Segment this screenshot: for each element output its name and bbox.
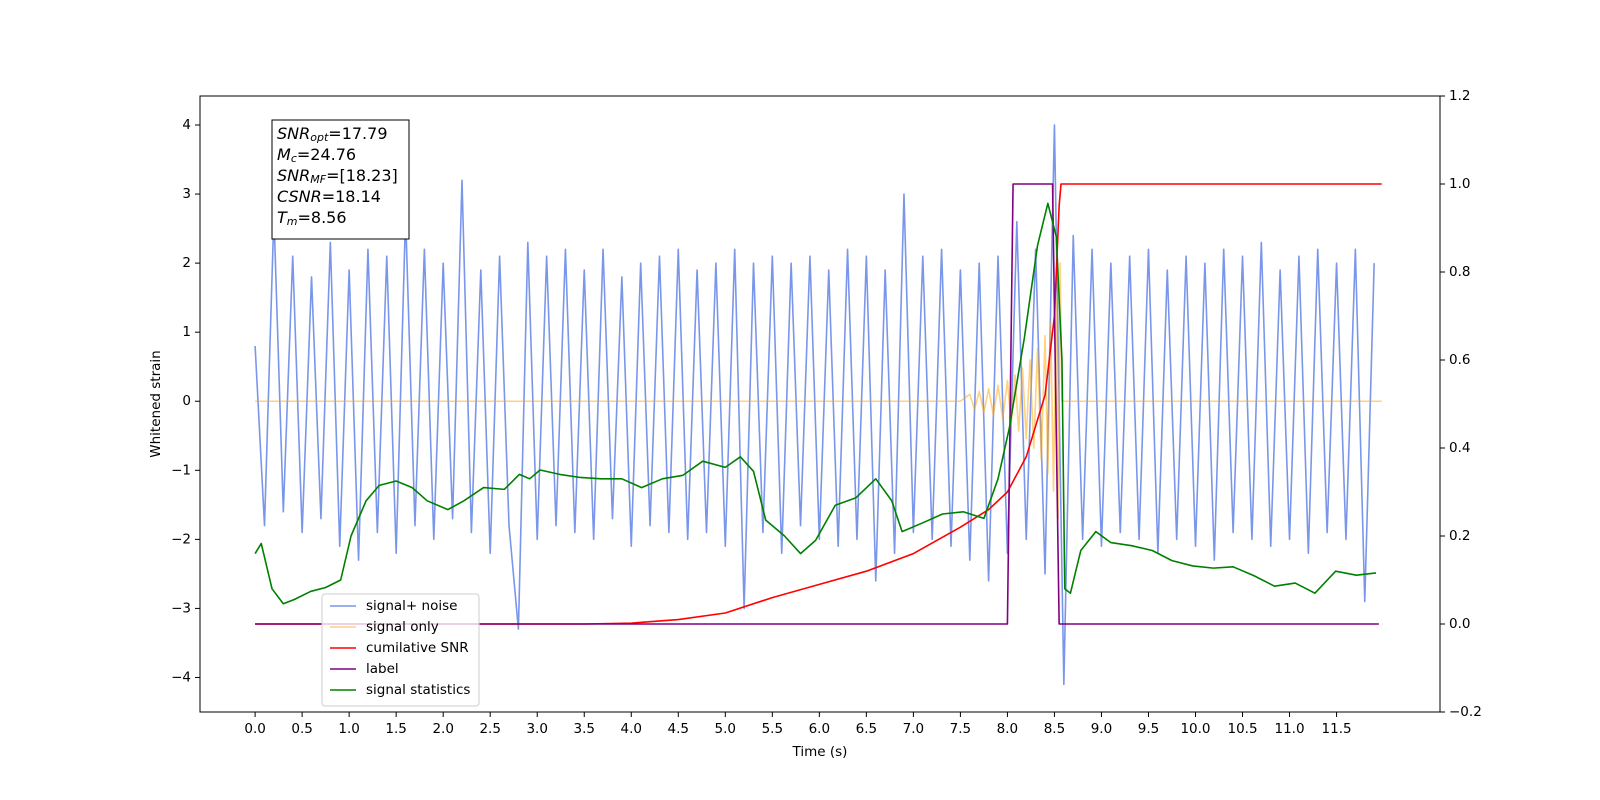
- x-tick-label: 0.5: [291, 721, 312, 737]
- x-tick-label: 9.5: [1138, 721, 1159, 737]
- x-tick-label: 10.0: [1180, 721, 1210, 737]
- legend-label: signal only: [366, 619, 439, 635]
- plot-frame: [199, 95, 1441, 713]
- annotation-subscript: c: [291, 152, 297, 165]
- y2-tick-label: 0.4: [1449, 440, 1470, 456]
- x-tick-label: 6.5: [856, 721, 877, 737]
- annotation-symbol: CSNR: [277, 187, 322, 206]
- y-tick-label: −3: [171, 600, 191, 616]
- series-line: [254, 124, 1375, 686]
- x-tick-label: 1.0: [338, 721, 359, 737]
- y2-tick-label: 0.6: [1449, 352, 1470, 368]
- legend-label: signal statistics: [366, 682, 470, 698]
- annotation-subscript: m: [287, 215, 298, 228]
- x-tick-label: 1.5: [385, 721, 406, 737]
- x-tick-label: 9.0: [1091, 721, 1112, 737]
- x-tick-label: 5.0: [715, 721, 736, 737]
- y-tick-label: 2: [182, 255, 191, 271]
- series-line: [255, 262, 1382, 520]
- y2-tick-label: 0.2: [1449, 528, 1470, 544]
- x-tick-label: 2.5: [479, 721, 500, 737]
- annotation-value: =8.56: [298, 208, 347, 227]
- series-line: [255, 183, 1382, 625]
- y-tick-label: 4: [182, 117, 191, 133]
- y2-tick-label: −0.2: [1449, 704, 1482, 720]
- legend-label: cumilative SNR: [366, 640, 469, 656]
- y-tick-label: 0: [182, 393, 191, 409]
- legend-label: signal+ noise: [366, 598, 457, 614]
- annotation-value: =24.76: [297, 145, 356, 164]
- annotation-subscript: opt: [310, 131, 329, 144]
- x-tick-label: 8.0: [997, 721, 1018, 737]
- x-tick-label: 7.0: [903, 721, 924, 737]
- y2-tick-label: 1.0: [1449, 176, 1470, 192]
- annotation-symbol: M: [277, 145, 291, 164]
- legend-label: label: [366, 661, 399, 677]
- x-tick-label: 6.0: [809, 721, 830, 737]
- y-tick-label: 1: [182, 324, 191, 340]
- y2-tick-label: 1.2: [1449, 88, 1470, 104]
- annotation-line: Tm=8.56: [277, 208, 347, 229]
- x-tick-label: 4.0: [621, 721, 642, 737]
- annotation-symbol: T: [277, 208, 288, 227]
- annotation-symbol: SNR: [277, 166, 310, 185]
- x-tick-label: 10.5: [1227, 721, 1257, 737]
- legend-box: [321, 593, 480, 707]
- y2-tick-label: 0.8: [1449, 264, 1470, 280]
- y-tick-label: −4: [171, 669, 191, 685]
- x-tick-label: 5.5: [762, 721, 783, 737]
- annotation-line: SNRopt=17.79: [277, 124, 388, 145]
- x-tick-label: 11.5: [1322, 721, 1352, 737]
- annotation-value: =17.79: [328, 124, 387, 143]
- annotation-box: [271, 119, 410, 240]
- x-tick-label: 4.5: [668, 721, 689, 737]
- annotation-symbol: SNR: [277, 124, 310, 143]
- x-tick-label: 7.5: [950, 721, 971, 737]
- annotation-subscript: MF: [310, 173, 326, 186]
- annotation-line: SNRMF=[18.23]: [277, 166, 398, 187]
- y2-tick-label: 0.0: [1449, 616, 1470, 632]
- annotation-line: Mc=24.76: [277, 145, 356, 166]
- annotation-value: =18.14: [322, 187, 381, 206]
- y-tick-label: −2: [171, 531, 191, 547]
- annotation-value: =[18.23]: [326, 166, 398, 185]
- y-tick-label: 3: [182, 186, 191, 202]
- series-line: [254, 202, 1377, 605]
- x-tick-label: 3.5: [574, 721, 595, 737]
- annotation-line: CSNR=18.14: [277, 187, 381, 206]
- y-axis-label: Whitened strain: [148, 350, 164, 457]
- x-tick-label: 3.0: [526, 721, 547, 737]
- series-line: [255, 183, 1379, 625]
- x-tick-label: 0.0: [244, 721, 265, 737]
- y-tick-label: −1: [171, 462, 191, 478]
- x-tick-label: 8.5: [1044, 721, 1065, 737]
- x-tick-label: 11.0: [1275, 721, 1305, 737]
- x-tick-label: 2.0: [432, 721, 453, 737]
- x-axis-label: Time (s): [792, 744, 848, 760]
